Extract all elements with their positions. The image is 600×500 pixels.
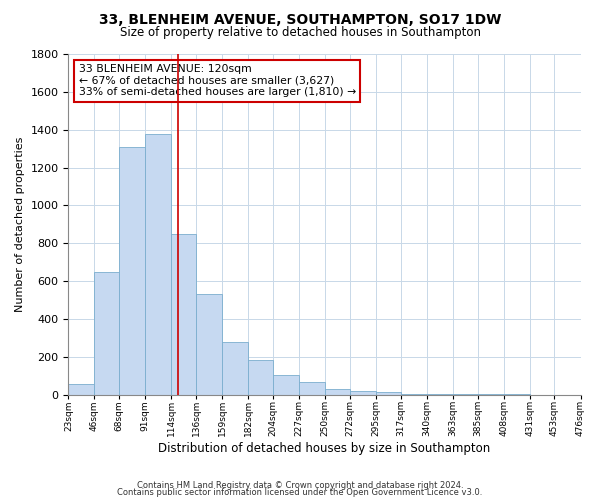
Bar bbox=[273, 374, 299, 394]
X-axis label: Distribution of detached houses by size in Southampton: Distribution of detached houses by size … bbox=[158, 442, 491, 455]
Bar bbox=[145, 134, 171, 394]
Text: Size of property relative to detached houses in Southampton: Size of property relative to detached ho… bbox=[119, 26, 481, 39]
Bar bbox=[325, 389, 350, 394]
Bar bbox=[94, 272, 119, 394]
Text: 33, BLENHEIM AVENUE, SOUTHAMPTON, SO17 1DW: 33, BLENHEIM AVENUE, SOUTHAMPTON, SO17 1… bbox=[99, 12, 501, 26]
Bar bbox=[299, 382, 325, 394]
Text: Contains HM Land Registry data © Crown copyright and database right 2024.: Contains HM Land Registry data © Crown c… bbox=[137, 480, 463, 490]
Text: Contains public sector information licensed under the Open Government Licence v3: Contains public sector information licen… bbox=[118, 488, 482, 497]
Bar bbox=[119, 146, 145, 394]
Bar bbox=[376, 392, 401, 394]
Bar bbox=[248, 360, 273, 394]
Text: 33 BLENHEIM AVENUE: 120sqm
← 67% of detached houses are smaller (3,627)
33% of s: 33 BLENHEIM AVENUE: 120sqm ← 67% of deta… bbox=[79, 64, 356, 98]
Bar bbox=[68, 384, 94, 394]
Bar bbox=[196, 294, 222, 394]
Bar bbox=[171, 234, 196, 394]
Y-axis label: Number of detached properties: Number of detached properties bbox=[15, 136, 25, 312]
Bar bbox=[222, 342, 248, 394]
Bar bbox=[350, 390, 376, 394]
